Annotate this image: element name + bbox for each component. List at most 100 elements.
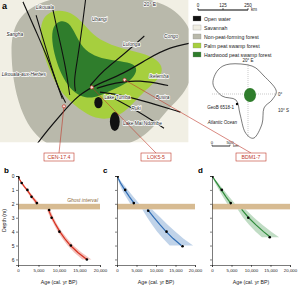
dated-sample: [220, 189, 223, 192]
scale-bar-tick: [248, 8, 249, 10]
site-connector: [59, 106, 64, 153]
legend-label: Non-peat-forming forest: [204, 34, 259, 40]
tick: 5,000: [132, 265, 144, 273]
tick: 6: [12, 257, 18, 263]
y-axis: [210, 177, 213, 266]
x-axis: 05,00010,00015,00020,000: [116, 265, 202, 273]
tick: 10,000: [245, 265, 259, 273]
tick: 20,000: [94, 265, 108, 273]
tick: [210, 259, 212, 260]
tick-label: 10,000: [150, 268, 164, 273]
tick-label: 5,000: [132, 268, 144, 273]
y-axis: 0123456: [12, 173, 19, 265]
dated-sample: [165, 230, 168, 233]
scale-bar-tick: [212, 145, 213, 147]
tick-mark: [115, 246, 117, 247]
y-axis: [115, 177, 118, 266]
river: [75, 0, 86, 91]
axis-line: [115, 177, 118, 266]
dated-sample: [70, 244, 73, 247]
scale-bar-unit: km: [251, 7, 257, 12]
x-axis-title: Age (cal. yr BP): [233, 279, 270, 285]
dated-sample: [50, 216, 53, 219]
site-title: LOK5-5: [147, 154, 165, 160]
legend-label: Hardwood peat swamp forest: [204, 52, 272, 58]
uncertainty-band: [47, 209, 92, 259]
uncertainty-band: [18, 176, 39, 204]
age-depth-line: [18, 176, 37, 204]
dated-sample: [30, 196, 33, 199]
tick-label: 0: [211, 268, 214, 273]
river: [97, 81, 168, 88]
dated-sample: [48, 209, 51, 212]
panel-letter: b: [4, 166, 9, 175]
tick: 0: [12, 173, 18, 179]
river: [23, 2, 66, 103]
river: [100, 92, 180, 112]
tick: [115, 190, 117, 191]
legend-swatch: [193, 16, 201, 21]
tick-label: 1: [12, 187, 15, 193]
tick: 5,000: [227, 265, 239, 273]
river-label: Likouala: [36, 5, 54, 10]
dated-sample: [132, 202, 135, 205]
lake-label: Lake Tumba: [104, 95, 131, 100]
site-box: [141, 153, 171, 161]
dated-sample: [26, 189, 29, 192]
tick-label: 4: [12, 229, 15, 235]
palm-peat-area: [41, 11, 162, 119]
tick-label: 0: [12, 173, 15, 179]
core-site: [236, 103, 238, 105]
river-label: Likouala-aux-Herbes: [2, 72, 47, 77]
tick: 15,000: [73, 265, 87, 273]
age-depth-line: [117, 176, 135, 204]
panel-letter: a: [2, 1, 8, 11]
tick: [210, 204, 212, 205]
tick: 5,000: [34, 265, 46, 273]
y-axis-title: Depth (m): [1, 209, 7, 232]
tick-mark: [115, 232, 117, 233]
legend-swatch: [193, 52, 201, 57]
river-label: Lulonga: [123, 42, 140, 47]
tick: [115, 204, 117, 205]
tick-label: 10,000: [53, 268, 67, 273]
tick-mark: [16, 232, 18, 233]
tick-label: 0: [17, 268, 20, 273]
scale-bar-tick: [198, 8, 199, 10]
tick-mark: [115, 190, 117, 191]
lake: [94, 97, 102, 108]
tick: [210, 218, 212, 219]
tick-mark: [16, 259, 18, 260]
dated-sample: [124, 189, 127, 192]
river-label: Ikelemba: [149, 74, 169, 79]
river: [52, 8, 69, 95]
scale-bar-label: 0: [197, 3, 200, 8]
legend-label: Savannah: [204, 25, 227, 31]
longitude-label: 20° E: [242, 58, 253, 63]
site-box: [44, 153, 74, 161]
site-connector: [125, 80, 251, 153]
tick: [115, 246, 117, 247]
plot-area: [212, 176, 290, 238]
uncertainty-band: [117, 176, 139, 204]
tick-label: 20,000: [284, 268, 298, 273]
dated-sample: [147, 209, 150, 212]
tick: [115, 218, 117, 219]
tick: [210, 232, 212, 233]
tick-label: 15,000: [264, 268, 278, 273]
legend-swatch: [193, 43, 201, 48]
tick-mark: [115, 176, 117, 177]
tick-mark: [210, 246, 212, 247]
axis-line: [210, 177, 213, 266]
tick: 0: [116, 265, 119, 273]
axis-line: [16, 177, 19, 266]
tick-mark: [210, 218, 212, 219]
tick-mark: [16, 218, 18, 219]
river: [31, 42, 188, 143]
tick: 5: [12, 243, 18, 249]
river-label: Ubangi: [92, 17, 108, 22]
ocean-label: Atlantic Ocean: [207, 120, 238, 125]
tick: 15,000: [169, 265, 183, 273]
scale-bar: [212, 146, 230, 147]
tick: 15,000: [264, 265, 278, 273]
